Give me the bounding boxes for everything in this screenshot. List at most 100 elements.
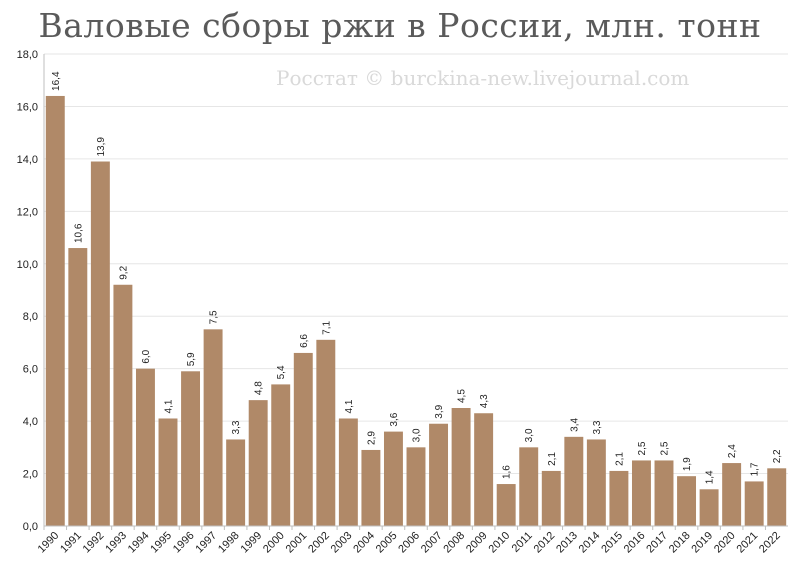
- x-tick-label-2020: 2020: [712, 530, 738, 556]
- data-label-2014: 3,3: [592, 420, 603, 434]
- bar-2002: [316, 339, 336, 526]
- x-tick-label-2009: 2009: [464, 530, 490, 556]
- data-label-2004: 2,9: [366, 431, 377, 445]
- data-label-2013: 3,4: [569, 418, 580, 432]
- watermark-text: Росстат © burckina-new.livejournal.com: [276, 66, 690, 90]
- x-tick-label-1990: 1990: [36, 530, 62, 556]
- y-tick-label: 0,0: [23, 521, 38, 533]
- x-tick-label-1997: 1997: [193, 530, 219, 556]
- data-label-1991: 10,6: [73, 223, 84, 243]
- data-label-2017: 2,5: [660, 441, 671, 455]
- grid-layer: [44, 53, 788, 475]
- data-label-2003: 4,1: [344, 399, 355, 413]
- bar-2019: [699, 489, 719, 526]
- data-label-2018: 1,9: [682, 457, 693, 471]
- data-label-2010: 1,6: [502, 465, 513, 479]
- x-tick-label-2010: 2010: [487, 530, 513, 556]
- bar-2000: [271, 384, 291, 526]
- data-label-1997: 7,5: [209, 310, 220, 324]
- bar-1998: [226, 439, 246, 526]
- data-label-2015: 2,1: [614, 452, 625, 466]
- bar-2020: [722, 463, 742, 526]
- data-label-2021: 1,7: [750, 462, 761, 476]
- data-label-1992: 13,9: [96, 137, 107, 157]
- data-label-1995: 4,1: [164, 399, 175, 413]
- y-tick-label: 10,0: [17, 259, 38, 271]
- data-label-2005: 3,6: [389, 412, 400, 426]
- bar-1990: [45, 95, 65, 526]
- bar-2017: [654, 460, 674, 526]
- data-label-2007: 3,9: [434, 404, 445, 418]
- x-tick-label-2014: 2014: [577, 530, 603, 556]
- bar-1999: [248, 400, 268, 526]
- y-tick-label: 6,0: [23, 364, 38, 376]
- bar-2006: [406, 447, 426, 526]
- x-tick-label-2002: 2002: [306, 530, 332, 556]
- labels-layer: 16,4 10,6 13,9 9,2 6,0 4,1 5,9 7,5 3,3 4,8 5,4 6,6 7…: [51, 71, 783, 484]
- data-label-2022: 2,2: [772, 449, 783, 463]
- data-label-1996: 5,9: [186, 352, 197, 366]
- y-tick-label: 8,0: [23, 311, 38, 323]
- bar-2015: [609, 470, 629, 526]
- bar-2009: [474, 413, 494, 526]
- bar-2012: [541, 470, 561, 526]
- y-tick-label: 14,0: [17, 154, 38, 166]
- y-tick-label: 2,0: [23, 469, 38, 481]
- data-label-2020: 2,4: [727, 444, 738, 458]
- bar-1991: [68, 248, 88, 527]
- data-label-1994: 6,0: [141, 349, 152, 363]
- x-tick-label-2000: 2000: [261, 530, 287, 556]
- bar-2022: [767, 468, 787, 526]
- x-tick-label-2021: 2021: [735, 530, 761, 556]
- x-tick-label-2001: 2001: [284, 530, 310, 556]
- data-label-2006: 3,0: [412, 428, 423, 442]
- x-tick-label-2005: 2005: [374, 530, 400, 556]
- bar-2007: [429, 423, 449, 526]
- bar-2011: [519, 447, 539, 526]
- data-label-2011: 3,0: [524, 428, 535, 442]
- data-label-2002: 7,1: [321, 320, 332, 334]
- bar-2018: [677, 476, 697, 526]
- data-label-1993: 9,2: [118, 265, 129, 279]
- x-tick-label-2007: 2007: [419, 530, 445, 556]
- x-tick-label-2018: 2018: [667, 530, 693, 556]
- data-label-2012: 2,1: [547, 452, 558, 466]
- bar-2005: [383, 431, 403, 526]
- bar-1995: [158, 418, 178, 526]
- x-tick-label-2008: 2008: [441, 530, 467, 556]
- x-tick-label-2015: 2015: [599, 530, 625, 556]
- x-tick-label-2003: 2003: [329, 530, 355, 556]
- x-tick-label-1998: 1998: [216, 530, 242, 556]
- bar-2001: [293, 352, 313, 526]
- x-tick-label-2017: 2017: [644, 530, 670, 556]
- data-label-2001: 6,6: [299, 334, 310, 348]
- x-tick-label-2012: 2012: [532, 530, 558, 556]
- x-tick-label-1994: 1994: [126, 530, 152, 556]
- bar-1992: [90, 161, 110, 526]
- x-tick-label-1996: 1996: [171, 530, 197, 556]
- chart-title: Валовые сборы ржи в России, млн. тонн: [38, 6, 762, 45]
- data-label-2000: 5,4: [276, 365, 287, 379]
- x-tick-label-2004: 2004: [351, 530, 377, 556]
- bar-1994: [135, 368, 155, 526]
- data-label-2009: 4,3: [479, 394, 490, 408]
- x-tick-label-1992: 1992: [81, 530, 107, 556]
- bar-1997: [203, 329, 223, 526]
- bar-2013: [564, 436, 584, 526]
- x-tick-label-2013: 2013: [554, 530, 580, 556]
- bar-2014: [586, 439, 606, 526]
- x-tick-label-2011: 2011: [510, 530, 535, 555]
- y-tick-label: 16,0: [17, 101, 38, 113]
- x-tick-label-2022: 2022: [757, 530, 783, 556]
- x-tick-label-1993: 1993: [103, 530, 129, 556]
- data-label-1990: 16,4: [51, 71, 62, 91]
- data-label-2016: 2,5: [637, 441, 648, 455]
- x-tick-label-2016: 2016: [622, 530, 648, 556]
- data-label-2019: 1,4: [705, 470, 716, 484]
- bar-2003: [338, 418, 358, 526]
- y-tick-label: 4,0: [23, 416, 38, 428]
- x-tick-label-1995: 1995: [148, 530, 174, 556]
- bar-2021: [744, 481, 764, 526]
- bar-2008: [451, 408, 471, 526]
